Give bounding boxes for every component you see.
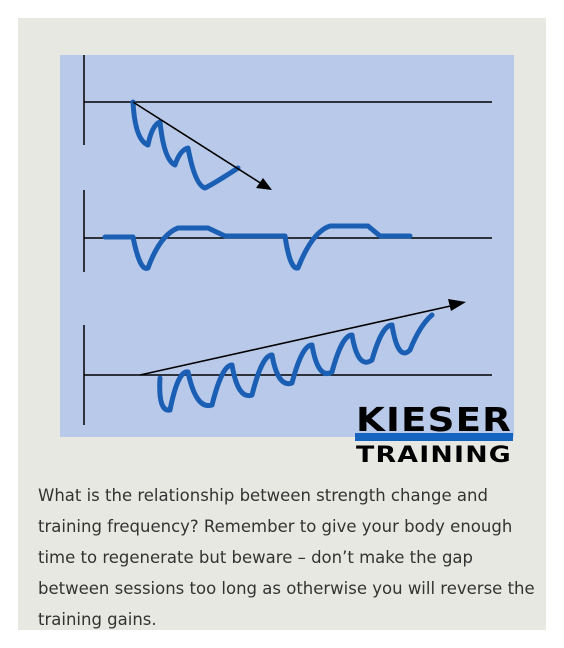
arrowhead (448, 299, 466, 311)
curves (102, 99, 435, 413)
logo-line2: TRAINING (356, 443, 512, 468)
arrowhead (256, 178, 272, 190)
axes (83, 55, 492, 425)
curve-bottom (157, 312, 435, 413)
curve-middle (102, 223, 413, 271)
logo-line1: KIESER (356, 400, 512, 439)
logo-bar (355, 433, 513, 441)
curve-top (130, 99, 241, 191)
arrows (132, 101, 456, 376)
caption: What is the relationship between strengt… (38, 486, 535, 629)
